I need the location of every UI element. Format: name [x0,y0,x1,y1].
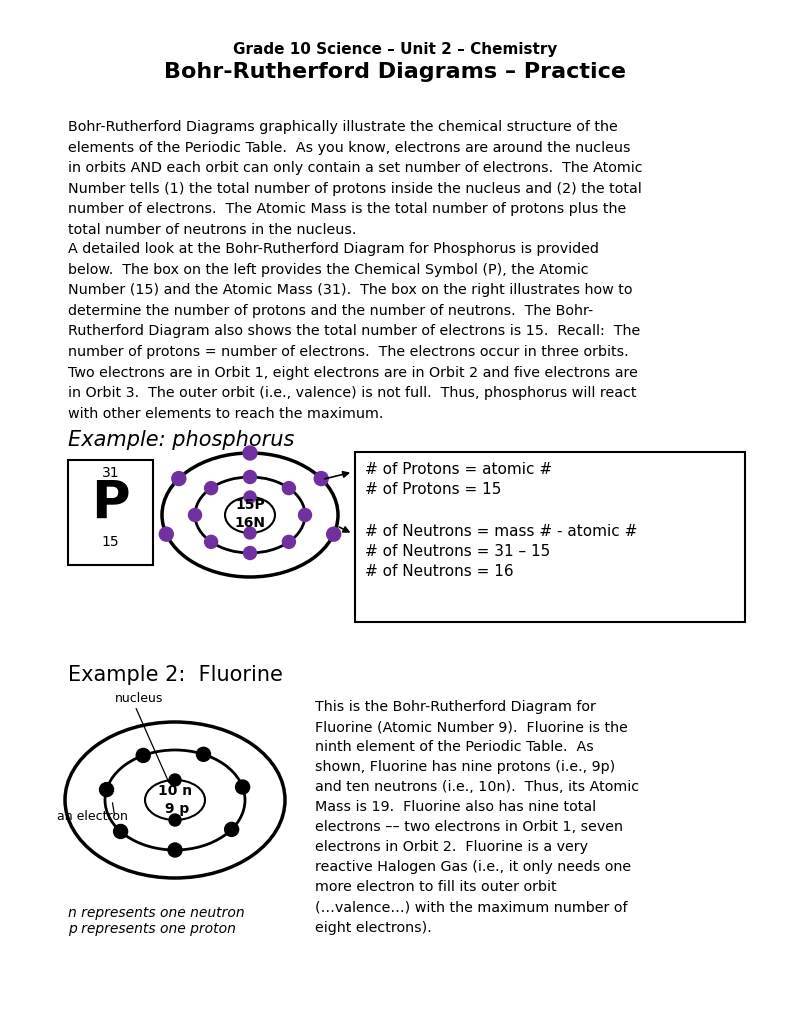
Text: Example: phosphorus: Example: phosphorus [68,430,294,450]
Text: A detailed look at the Bohr-Rutherford Diagram for Phosphorus is provided
below.: A detailed look at the Bohr-Rutherford D… [68,242,640,421]
Circle shape [188,509,202,521]
Text: # of Protons = 15: # of Protons = 15 [365,482,501,497]
Circle shape [168,843,182,857]
Text: p represents one proton: p represents one proton [68,922,236,936]
Circle shape [196,748,210,761]
Text: # of Neutrons = 16: # of Neutrons = 16 [365,564,513,579]
Circle shape [100,782,114,797]
Circle shape [114,824,127,839]
Text: nucleus: nucleus [115,692,164,705]
Bar [68,460,153,565]
Text: Bohr-Rutherford Diagrams graphically illustrate the chemical structure of the
el: Bohr-Rutherford Diagrams graphically ill… [68,120,642,237]
Text: n represents one neutron: n represents one neutron [68,906,244,920]
Circle shape [244,470,256,483]
Text: 15P
16N: 15P 16N [234,498,266,530]
Circle shape [298,509,312,521]
Circle shape [136,749,150,763]
Text: # of Neutrons = 31 – 15: # of Neutrons = 31 – 15 [365,544,551,559]
Circle shape [236,780,250,794]
Circle shape [225,822,239,837]
Circle shape [172,472,186,485]
Circle shape [327,527,341,541]
Circle shape [205,536,218,549]
Text: This is the Bohr-Rutherford Diagram for
Fluorine (Atomic Number 9).  Fluorine is: This is the Bohr-Rutherford Diagram for … [315,700,639,935]
Circle shape [243,446,257,460]
Text: Bohr-Rutherford Diagrams – Practice: Bohr-Rutherford Diagrams – Practice [164,62,626,82]
Text: 31: 31 [102,466,119,480]
Text: an electron: an electron [57,810,128,823]
Circle shape [244,527,256,539]
Text: Example 2:  Fluorine: Example 2: Fluorine [68,665,283,685]
Circle shape [244,547,256,559]
Text: 15: 15 [102,535,119,549]
Text: P: P [91,478,130,530]
Circle shape [314,472,328,485]
Circle shape [244,490,256,503]
Text: 10 n
 9 p: 10 n 9 p [158,783,192,816]
Text: # of Neutrons = mass # - atomic #: # of Neutrons = mass # - atomic # [365,524,638,539]
Circle shape [282,481,295,495]
Text: Grade 10 Science – Unit 2 – Chemistry: Grade 10 Science – Unit 2 – Chemistry [233,42,557,57]
Circle shape [169,774,181,786]
Text: # of Protons = atomic #: # of Protons = atomic # [365,462,552,477]
Bar [355,452,745,622]
Circle shape [169,814,181,826]
Circle shape [205,481,218,495]
Circle shape [159,527,173,541]
Circle shape [282,536,295,549]
